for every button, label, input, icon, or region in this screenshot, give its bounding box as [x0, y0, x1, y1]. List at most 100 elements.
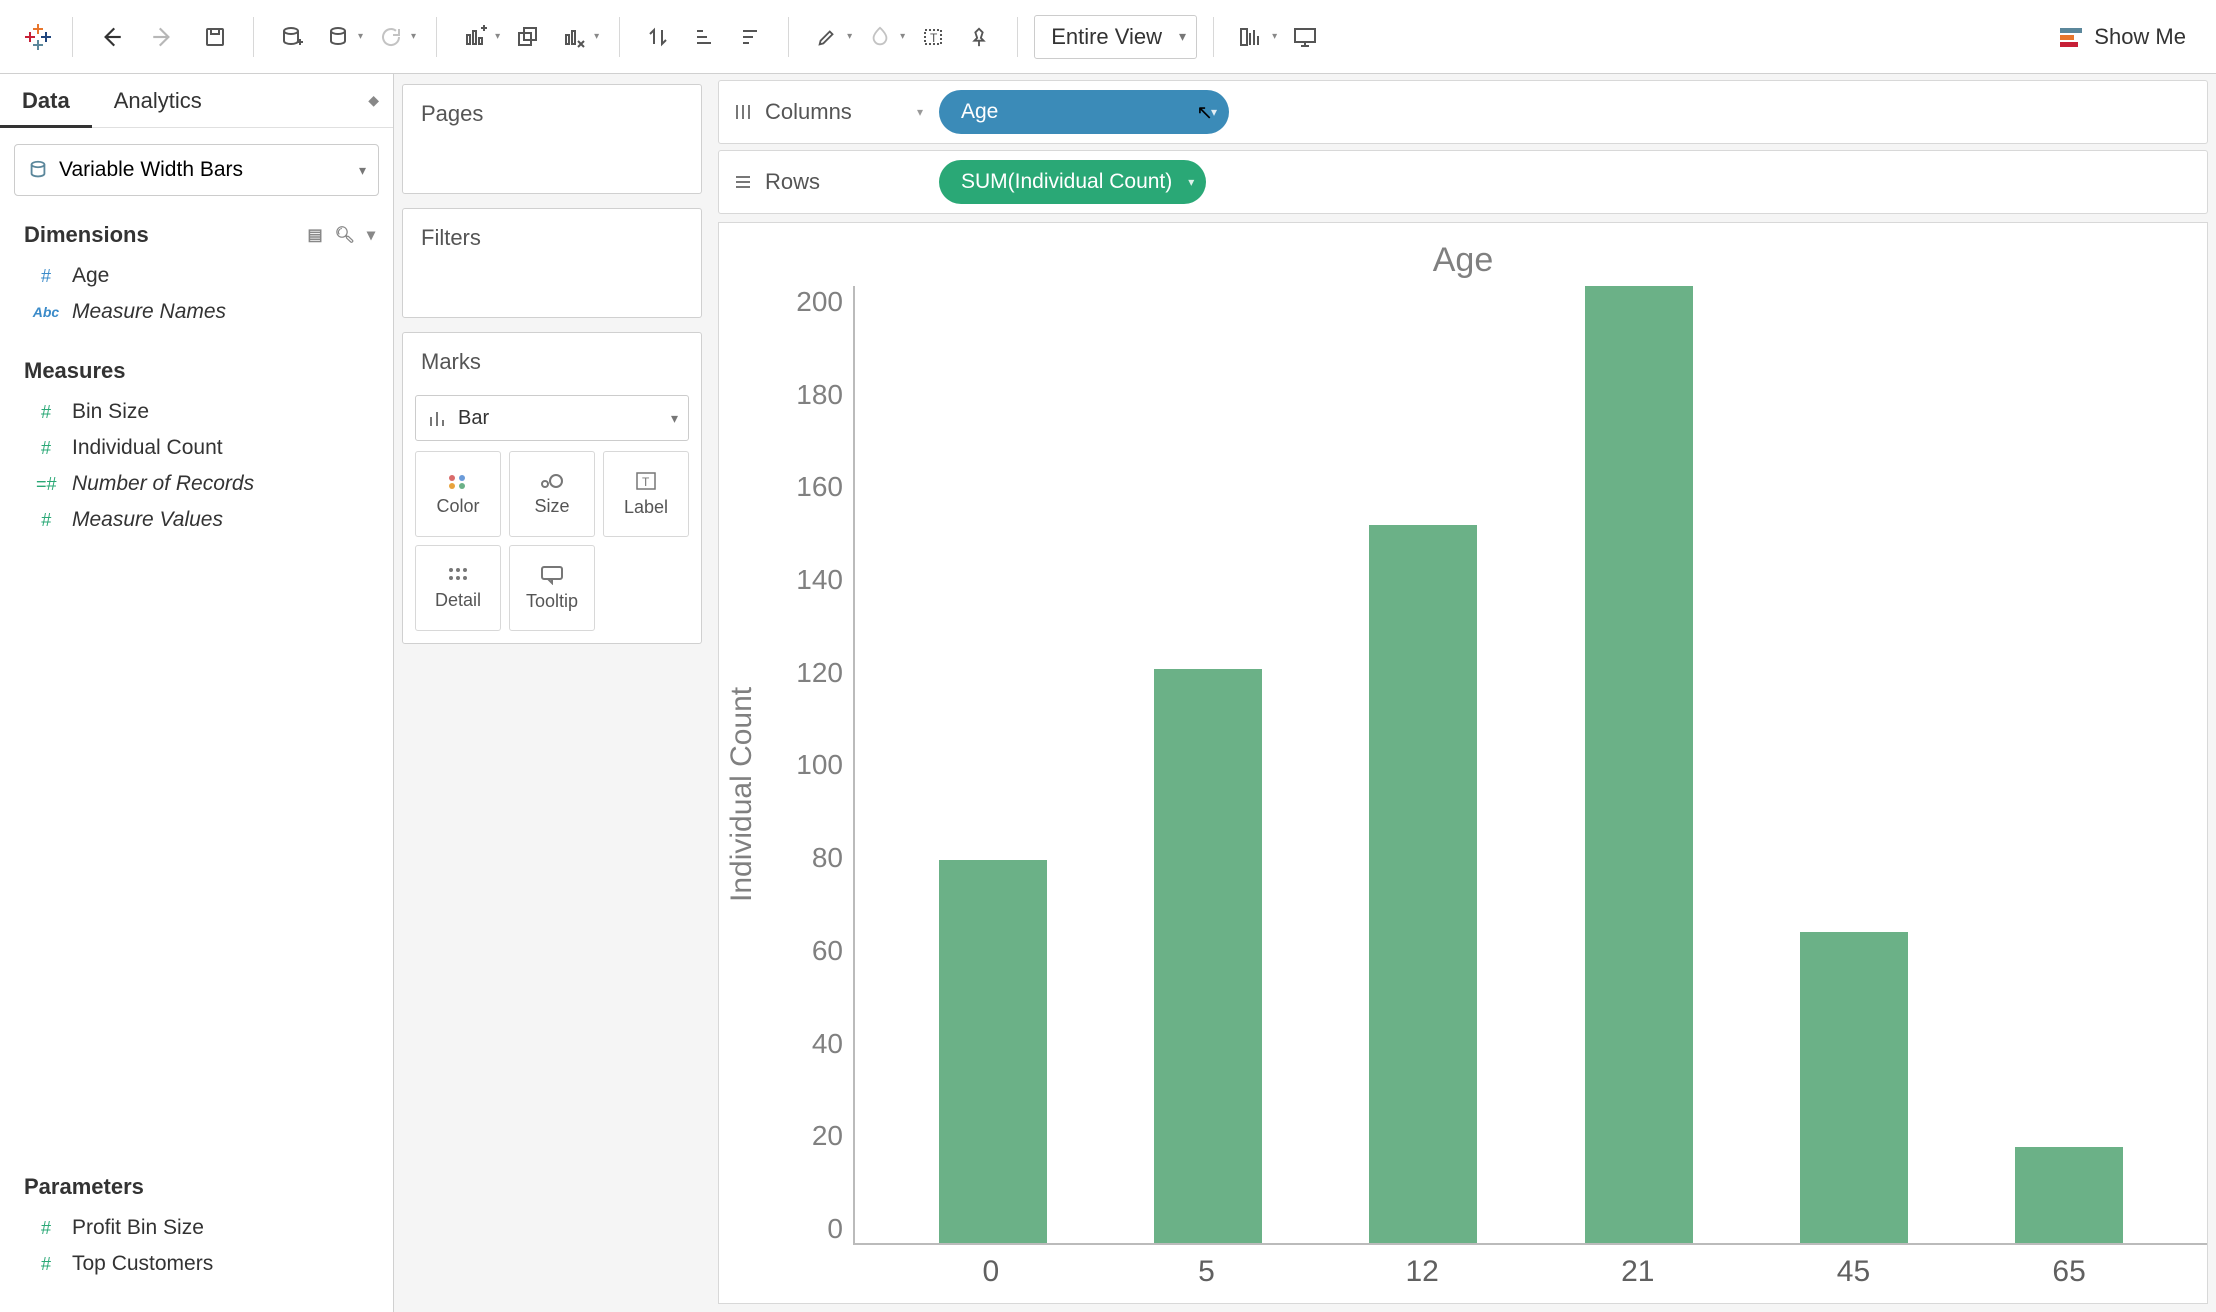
x-tick: 12: [1368, 1255, 1476, 1289]
bar[interactable]: [2015, 1147, 2123, 1243]
view-list-icon[interactable]: ▤: [308, 225, 323, 245]
show-me-button[interactable]: Show Me: [2048, 18, 2196, 56]
field-type-icon: #: [32, 510, 60, 531]
field-label: Age: [72, 264, 109, 288]
panel-tabs: Data Analytics ◆: [0, 74, 393, 128]
database-icon: [27, 159, 49, 181]
worksheet-area: Columns ▾ Age ↖ Rows SUM(Individual Coun…: [710, 74, 2216, 1312]
rows-pill-sum[interactable]: SUM(Individual Count): [939, 160, 1206, 204]
x-ticks: 0512214565: [853, 1245, 2207, 1303]
bar[interactable]: [1154, 669, 1262, 1243]
tab-analytics[interactable]: Analytics: [92, 74, 224, 127]
pages-card[interactable]: Pages: [402, 84, 702, 194]
svg-text:T: T: [642, 475, 650, 489]
show-me-icon: [2058, 25, 2084, 49]
save-button[interactable]: [193, 15, 237, 59]
field-item[interactable]: #Bin Size: [0, 394, 393, 430]
mark-color[interactable]: Color: [415, 451, 501, 537]
forward-button[interactable]: [141, 15, 185, 59]
fit-dropdown-label: Entire View: [1051, 24, 1162, 50]
field-item[interactable]: #Top Customers: [0, 1246, 393, 1282]
field-label: Profit Bin Size: [72, 1216, 204, 1240]
tab-data[interactable]: Data: [0, 74, 92, 127]
chart-body: 200180160140120100806040200 0512214565: [769, 286, 2207, 1303]
presentation-button[interactable]: [1283, 15, 1327, 59]
columns-label: Columns ▾: [733, 99, 923, 125]
labels-button[interactable]: T: [911, 15, 955, 59]
columns-shelf[interactable]: Columns ▾ Age ↖: [718, 80, 2208, 144]
new-datasource-button[interactable]: [270, 15, 314, 59]
size-icon: [539, 472, 565, 490]
y-tick: 180: [796, 379, 843, 411]
pin-button[interactable]: [957, 15, 1001, 59]
y-tick: 120: [796, 657, 843, 689]
columns-icon: [733, 102, 753, 122]
duplicate-button[interactable]: [506, 15, 550, 59]
tooltip-icon: [540, 565, 564, 585]
bars-container: [855, 286, 2207, 1243]
rows-icon: [733, 172, 753, 192]
back-button[interactable]: [89, 15, 133, 59]
mark-label[interactable]: TLabel: [603, 451, 689, 537]
bar[interactable]: [939, 860, 1047, 1243]
search-icon[interactable]: 🔍︎: [335, 225, 355, 245]
group-button[interactable]: [858, 15, 902, 59]
refresh-button[interactable]: [369, 15, 413, 59]
dropdown-caret[interactable]: ▾: [358, 31, 363, 42]
bar[interactable]: [1585, 286, 1693, 1243]
clear-sheet-button[interactable]: [552, 15, 596, 59]
field-item[interactable]: #Measure Values: [0, 502, 393, 538]
y-tick: 60: [812, 935, 843, 967]
field-item[interactable]: #Profit Bin Size: [0, 1210, 393, 1246]
bar[interactable]: [1369, 525, 1477, 1243]
rows-shelf[interactable]: Rows SUM(Individual Count): [718, 150, 2208, 214]
tableau-logo: [20, 19, 56, 55]
field-item[interactable]: # Age: [0, 258, 393, 294]
dropdown-caret[interactable]: ▾: [495, 31, 500, 42]
app-root: ▾ ▾ ▾ ▾ ▾ ▾ T Entire View: [0, 0, 2216, 1312]
field-type-icon: #: [32, 438, 60, 459]
mark-detail[interactable]: Detail: [415, 545, 501, 631]
swap-button[interactable]: [636, 15, 680, 59]
mark-tooltip[interactable]: Tooltip: [509, 545, 595, 631]
filters-title: Filters: [403, 209, 701, 265]
y-tick: 140: [796, 564, 843, 596]
bar[interactable]: [1800, 932, 1908, 1243]
mark-size[interactable]: Size: [509, 451, 595, 537]
columns-pill-age[interactable]: Age ↖: [939, 90, 1229, 134]
fit-dropdown[interactable]: Entire View: [1034, 15, 1197, 59]
detail-icon: [447, 566, 469, 584]
field-type-icon: Abc: [32, 304, 60, 320]
field-item[interactable]: #Individual Count: [0, 430, 393, 466]
sort-asc-button[interactable]: [682, 15, 726, 59]
plot-area[interactable]: [853, 286, 2207, 1245]
sort-desc-button[interactable]: [728, 15, 772, 59]
pause-auto-button[interactable]: [316, 15, 360, 59]
filters-card[interactable]: Filters: [402, 208, 702, 318]
dropdown-caret[interactable]: ▾: [847, 31, 852, 42]
measures-list: #Bin Size#Individual Count=#Number of Re…: [0, 392, 393, 556]
panel-menu-caret[interactable]: ◆: [354, 74, 393, 127]
field-item[interactable]: =#Number of Records: [0, 466, 393, 502]
measures-header: Measures: [0, 348, 393, 392]
viz-area: Age Individual Count 2001801601401201008…: [718, 222, 2208, 1304]
show-me-label: Show Me: [2094, 24, 2186, 50]
field-label: Number of Records: [72, 472, 254, 496]
toolbar-separator: [72, 17, 73, 57]
mark-type-select[interactable]: Bar: [415, 395, 689, 441]
highlight-button[interactable]: [805, 15, 849, 59]
dropdown-caret[interactable]: ▾: [1272, 31, 1277, 42]
field-item[interactable]: Abc Measure Names: [0, 294, 393, 330]
new-worksheet-button[interactable]: [453, 15, 497, 59]
shelf-caret[interactable]: ▾: [917, 105, 923, 119]
menu-caret[interactable]: ▾: [367, 225, 375, 245]
dropdown-caret[interactable]: ▾: [594, 31, 599, 42]
toolbar-separator: [253, 17, 254, 57]
parameters-list: #Profit Bin Size#Top Customers: [0, 1208, 393, 1312]
datasource-select[interactable]: Variable Width Bars: [14, 144, 379, 196]
field-type-icon: #: [32, 266, 60, 287]
datasource-label: Variable Width Bars: [59, 158, 243, 182]
show-cards-button[interactable]: [1230, 15, 1274, 59]
field-label: Measure Names: [72, 300, 226, 324]
y-tick: 100: [796, 749, 843, 781]
